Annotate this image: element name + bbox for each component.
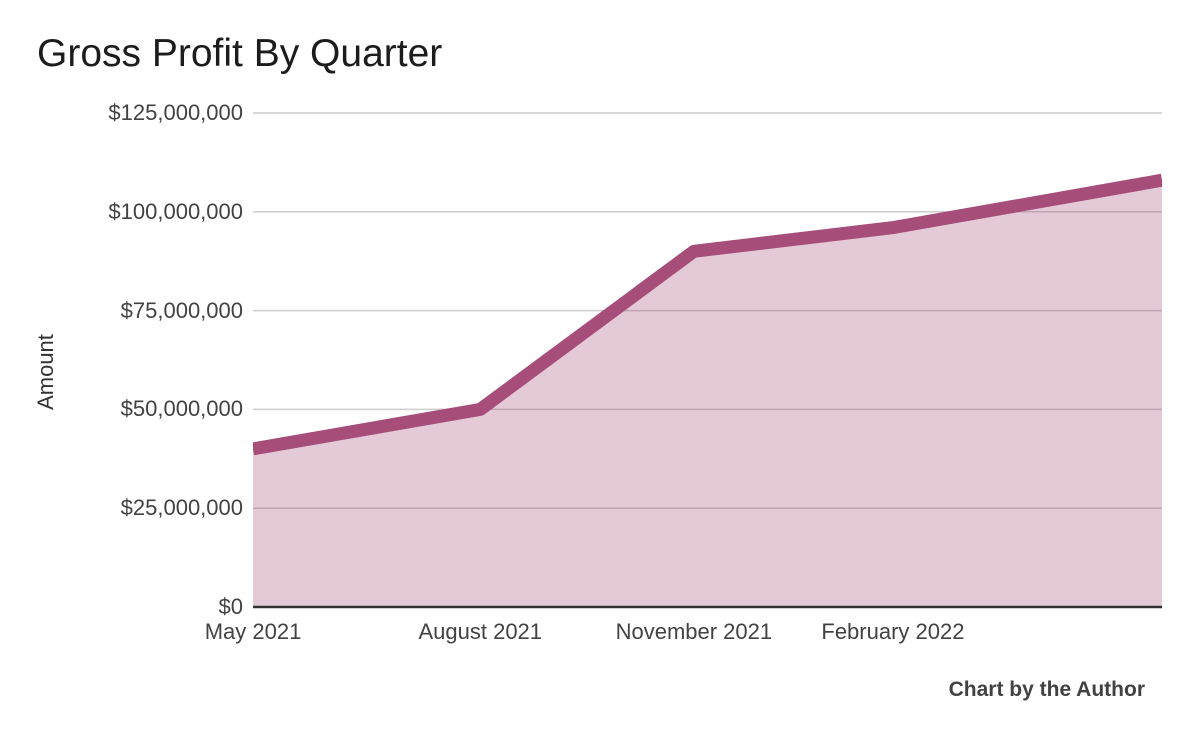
x-tick-label: February 2022 bbox=[821, 619, 965, 644]
area-fill bbox=[253, 180, 1162, 607]
y-tick-label: $25,000,000 bbox=[120, 495, 243, 521]
x-tick-label: November 2021 bbox=[615, 619, 773, 644]
x-tick-label: May 2021 bbox=[204, 619, 302, 644]
y-tick-label: $50,000,000 bbox=[120, 396, 243, 422]
chart-title: Gross Profit By Quarter bbox=[37, 32, 443, 75]
chart-credit: Chart by the Author bbox=[948, 678, 1145, 701]
y-tick-label: $0 bbox=[218, 594, 243, 619]
y-tick-label: $75,000,000 bbox=[120, 297, 243, 323]
y-tick-label: $100,000,000 bbox=[108, 198, 243, 224]
x-tick-label: August 2021 bbox=[418, 619, 543, 644]
series-line bbox=[253, 173, 1162, 456]
y-tick-label: $125,000,000 bbox=[108, 100, 243, 125]
